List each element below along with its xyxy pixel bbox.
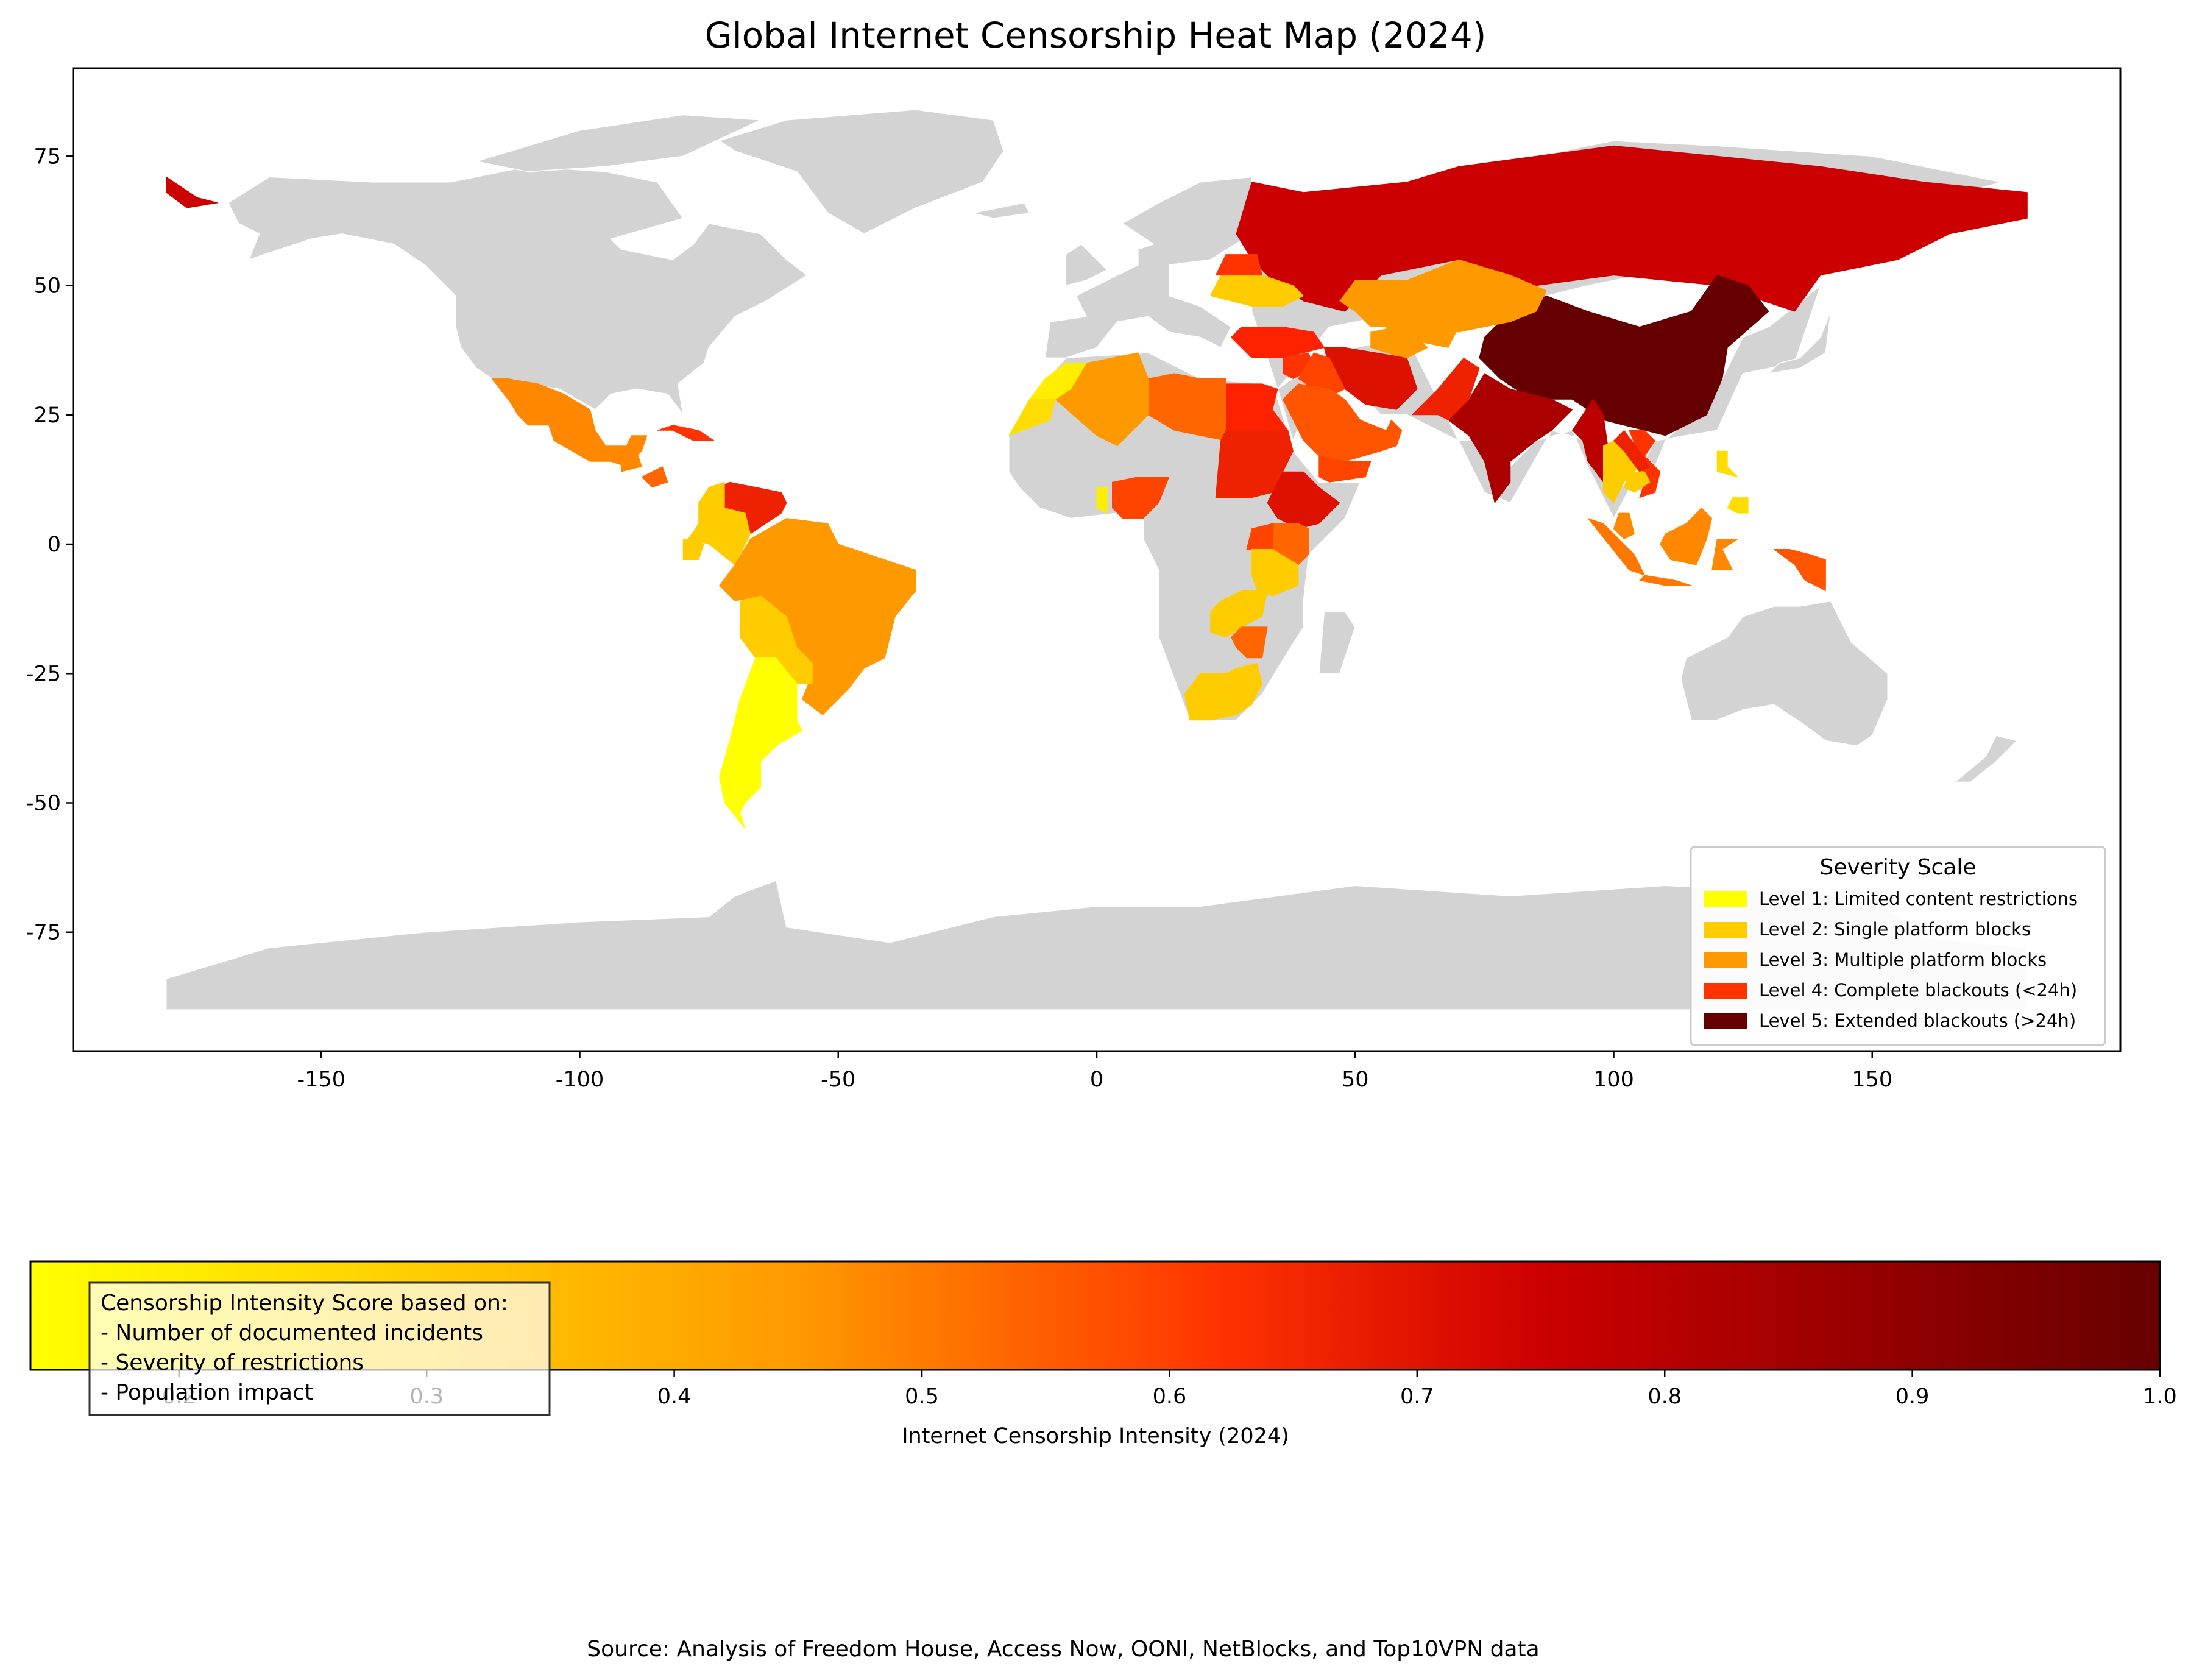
country-tanzania	[1251, 549, 1299, 597]
y-axis-ticks: 75 50 25 0 -25 -50 -75	[26, 144, 73, 945]
x-tick-label: 0	[1090, 1068, 1103, 1092]
colorbar-tick-label: 0.6	[1153, 1384, 1187, 1409]
country-argentina	[719, 657, 802, 829]
country-new-guinea-west	[1774, 549, 1826, 591]
landmass	[1318, 611, 1356, 675]
intensity-note-line: - Number of documented incidents	[101, 1320, 483, 1345]
landmass	[476, 114, 761, 172]
colorbar-tick-label: 0.5	[905, 1384, 939, 1409]
country-philippines-luzon	[1716, 450, 1738, 478]
legend-title: Severity Scale	[1820, 855, 1977, 880]
legend-swatch	[1704, 983, 1747, 999]
y-tick-label: 75	[34, 144, 61, 169]
country-svalbard-region	[166, 176, 219, 208]
colorbar-label: Internet Censorship Intensity (2024)	[902, 1424, 1289, 1448]
landmass	[1953, 735, 2018, 783]
legend-box	[1690, 846, 2106, 1046]
colorbar-tick-label: 0.4	[657, 1384, 692, 1409]
country-yemen	[1318, 456, 1372, 483]
country-nigeria	[1112, 477, 1170, 519]
country-libya	[1148, 373, 1226, 441]
legend-label: Level 3: Multiple platform blocks	[1759, 949, 2047, 970]
country-malaysia	[1613, 512, 1635, 539]
intensity-note: Censorship Intensity Score based on: - N…	[88, 1281, 551, 1416]
legend-items: Level 1: Limited content restrictions Lev…	[1704, 888, 2078, 1031]
y-tick-label: -50	[26, 792, 61, 816]
country-togo	[1096, 487, 1108, 514]
country-guatemala	[620, 450, 642, 472]
country-sulawesi	[1711, 539, 1738, 570]
legend-swatch	[1704, 952, 1747, 968]
country-borneo	[1660, 508, 1713, 565]
country-ethiopia	[1267, 471, 1340, 530]
landmass	[718, 109, 1005, 235]
intensity-note-box	[88, 1281, 551, 1416]
y-tick-label: 0	[48, 533, 61, 557]
country-turkmenistan	[1370, 327, 1428, 358]
country-zimbabwe	[1231, 626, 1268, 659]
source-note: Source: Analysis of Freedom House, Acces…	[587, 1637, 1539, 1662]
colorbar-tick-label: 0.9	[1895, 1384, 1930, 1409]
intensity-note-line: - Population impact	[101, 1380, 313, 1405]
x-tick-label: -150	[297, 1068, 345, 1092]
map-axes: -150 -100 -50 0 50 100 150 75 50 25 0 -25 -50 -75 Se…	[26, 67, 2122, 1092]
country-south-africa	[1184, 662, 1262, 721]
landmass	[1767, 311, 1832, 375]
legend-swatch	[1704, 922, 1747, 938]
country-turkey	[1231, 327, 1325, 358]
x-tick-label: 100	[1593, 1068, 1634, 1092]
x-tick-label: 50	[1342, 1068, 1369, 1092]
severity-legend: Severity Scale Level 1: Limited content …	[1690, 846, 2106, 1046]
country-ecuador	[682, 539, 704, 560]
country-philippines-mindanao	[1727, 497, 1749, 514]
country-cambodia	[1624, 471, 1651, 493]
country-laos	[1613, 430, 1651, 472]
country-nicaragua	[641, 466, 668, 488]
legend-swatch	[1704, 891, 1747, 907]
colorbar-tick-label: 0.8	[1648, 1384, 1682, 1409]
colorbar: 0.20.30.40.50.60.70.80.91.0 Internet Cen…	[29, 1260, 2177, 1448]
intensity-note-line: - Severity of restrictions	[101, 1350, 364, 1375]
country-india	[1448, 373, 1573, 503]
x-tick-label: -100	[556, 1068, 604, 1092]
x-tick-label: 150	[1852, 1068, 1892, 1092]
country-layer	[166, 145, 2028, 829]
landmass	[227, 166, 809, 416]
country-oman	[1381, 419, 1403, 452]
legend-label: Level 4: Complete blackouts (<24h)	[1759, 980, 2077, 1001]
landmass	[1680, 600, 1888, 746]
x-axis-ticks: -150 -100 -50 0 50 100 150	[297, 1051, 1892, 1092]
colorbar-tick-label: 1.0	[2143, 1384, 2177, 1409]
country-cuba	[657, 425, 715, 441]
country-java	[1639, 575, 1692, 586]
y-tick-label: 25	[34, 403, 61, 428]
colorbar-tick-label: 0.7	[1400, 1384, 1434, 1409]
country-pakistan	[1412, 357, 1480, 420]
landmass	[1065, 243, 1108, 286]
y-tick-label: -25	[26, 662, 61, 686]
country-sudan	[1215, 430, 1294, 498]
country-colombia	[688, 481, 751, 565]
country-russia	[1236, 145, 2028, 312]
country-western-sahara	[1008, 399, 1056, 436]
intensity-note-line: Censorship Intensity Score based on:	[101, 1291, 508, 1316]
y-tick-label: -75	[26, 921, 61, 945]
country-baja-california	[491, 378, 529, 426]
x-tick-label: -50	[821, 1068, 855, 1092]
legend-label: Level 2: Single platform blocks	[1759, 919, 2031, 940]
legend-swatch	[1704, 1013, 1747, 1029]
country-belarus	[1215, 254, 1262, 276]
legend-label: Level 5: Extended blackouts (>24h)	[1759, 1010, 2076, 1031]
country-mexico	[491, 378, 648, 467]
landmass	[1044, 176, 1253, 359]
legend-label: Level 1: Limited content restrictions	[1759, 888, 2078, 909]
landmass	[972, 202, 1030, 219]
map-title: Global Internet Censorship Heat Map (202…	[705, 15, 1487, 56]
y-tick-label: 50	[34, 274, 61, 299]
